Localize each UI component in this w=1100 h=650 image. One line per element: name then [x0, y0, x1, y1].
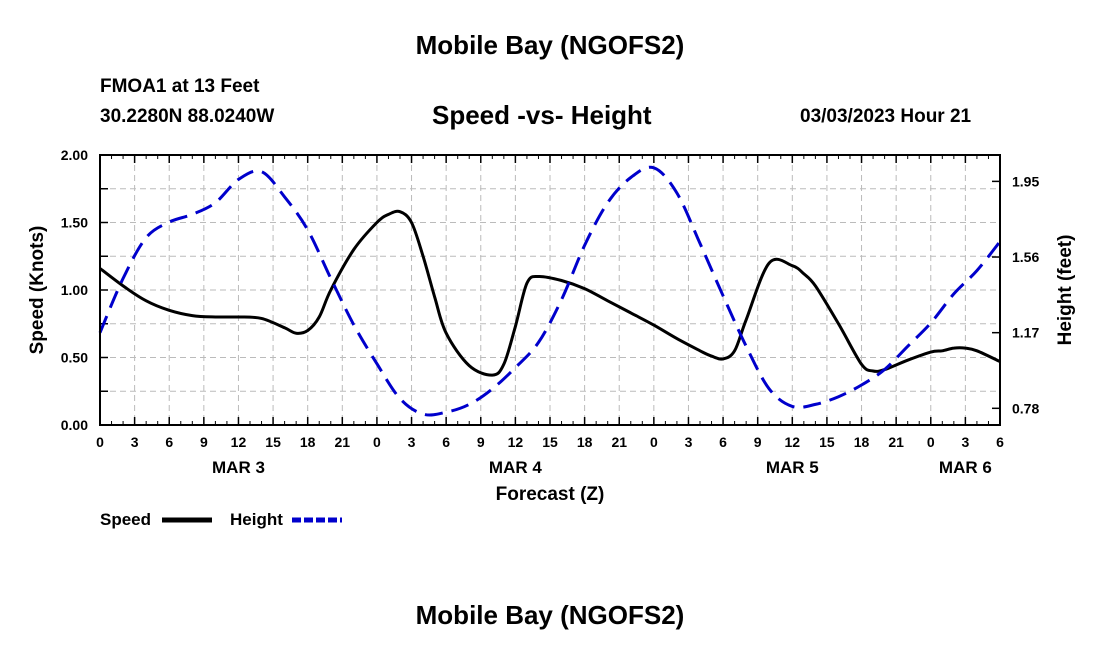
- x-tick-label: 12: [508, 434, 524, 450]
- x-tick-label: 21: [611, 434, 627, 450]
- y-tick-label-speed: 2.00: [61, 147, 88, 163]
- y-axis-label-speed: Speed (Knots): [27, 226, 48, 355]
- y-tick-label-height: 0.78: [1012, 400, 1039, 416]
- chart-subtitle: Speed -vs- Height: [432, 100, 652, 130]
- legend: Speed Height: [100, 510, 342, 529]
- x-tick-label: 18: [854, 434, 870, 450]
- x-tick-label: 12: [785, 434, 801, 450]
- x-tick-label: 21: [888, 434, 904, 450]
- x-tick-label: 18: [300, 434, 316, 450]
- x-tick-label: 18: [577, 434, 593, 450]
- legend-label-speed: Speed: [100, 510, 151, 529]
- height-series-line: [98, 165, 1002, 417]
- x-tick-label: 9: [754, 434, 762, 450]
- date-label: MAR 4: [489, 458, 542, 477]
- x-tick-label: 3: [685, 434, 693, 450]
- y-tick-label-speed: 0.50: [61, 350, 88, 366]
- station-label: FMOA1 at 13 Feet: [100, 76, 260, 97]
- x-tick-label: 3: [408, 434, 416, 450]
- x-tick-label: 0: [373, 434, 381, 450]
- station-coordinates: 30.2280N 88.0240W: [100, 106, 275, 127]
- x-tick-label: 6: [165, 434, 173, 450]
- x-tick-label: 15: [265, 434, 281, 450]
- forecast-datetime: 03/03/2023 Hour 21: [800, 106, 972, 127]
- y-tick-label-speed: 1.00: [61, 282, 88, 298]
- speed-height-chart: 0 3 6 9 12 15 18 21 0 3 6 9 12 15 18 21 0 3 6 9 12 15 18 21 0 3 6 0…: [27, 147, 1076, 529]
- x-tick-label: 21: [335, 434, 351, 450]
- y-tick-label-height: 1.56: [1012, 249, 1039, 265]
- x-tick-label: 6: [996, 434, 1004, 450]
- x-tick-label: 9: [477, 434, 485, 450]
- y-tick-label-speed: 1.50: [61, 215, 88, 231]
- date-label: MAR 5: [766, 458, 819, 477]
- data-series: [98, 165, 1002, 417]
- x-tick-label: 15: [819, 434, 835, 450]
- x-tick-label: 3: [961, 434, 969, 450]
- x-tick-label: 0: [96, 434, 104, 450]
- x-tick-label: 6: [719, 434, 727, 450]
- y-axis-label-height: Height (feet): [1055, 235, 1076, 346]
- speed-series-line: [99, 209, 1001, 377]
- date-label: MAR 6: [939, 458, 992, 477]
- x-tick-label: 0: [650, 434, 658, 450]
- tick-labels: 0 3 6 9 12 15 18 21 0 3 6 9 12 15 18 21 0 3 6 9 12 15 18 21 0 3 6 0…: [61, 147, 1040, 477]
- x-tick-label: 9: [200, 434, 208, 450]
- plot-frame: [99, 154, 1001, 426]
- footer-title: Mobile Bay (NGOFS2): [415, 600, 685, 630]
- x-tick-label: 0: [927, 434, 935, 450]
- date-label: MAR 3: [212, 458, 265, 477]
- y-tick-label-height: 1.17: [1012, 325, 1039, 341]
- x-tick-label: 15: [542, 434, 558, 450]
- x-tick-label: 3: [131, 434, 139, 450]
- y-tick-label-height: 1.95: [1012, 173, 1039, 189]
- chart-title: Mobile Bay (NGOFS2): [415, 30, 685, 60]
- x-tick-label: 6: [442, 434, 450, 450]
- y-tick-label-speed: 0.00: [61, 417, 88, 433]
- legend-label-height: Height: [230, 510, 283, 529]
- x-tick-label: 12: [231, 434, 247, 450]
- x-axis-label: Forecast (Z): [496, 484, 605, 505]
